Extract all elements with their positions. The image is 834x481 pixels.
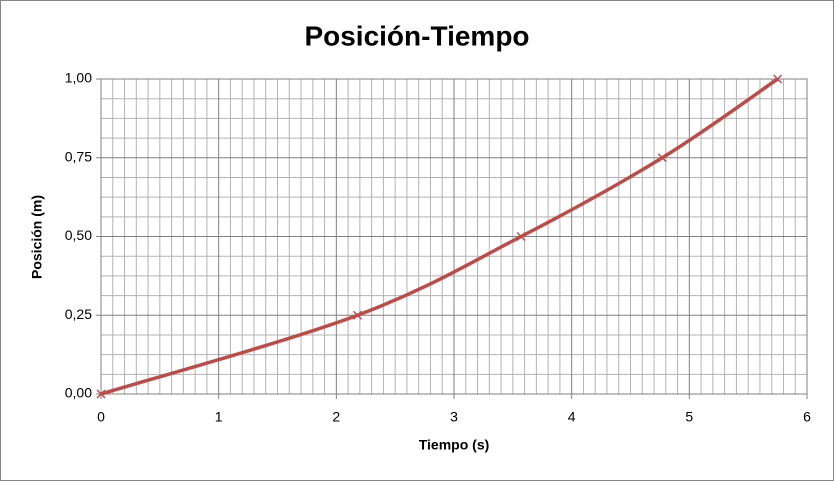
x-tick-label: 3: [450, 409, 458, 425]
x-tick-label: 5: [685, 409, 693, 425]
x-axis-label: Tiempo (s): [419, 437, 490, 453]
x-tick-label: 4: [568, 409, 576, 425]
y-axis-label: Posición (m): [29, 195, 45, 279]
series-line: [100, 77, 779, 396]
x-tick-label: 1: [215, 409, 223, 425]
y-tick-label: 0,75: [65, 148, 92, 164]
y-tick-label: 0,50: [65, 227, 92, 243]
x-tick-label: 2: [332, 409, 340, 425]
x-tick-label: 0: [97, 409, 105, 425]
y-tick-label: 0,00: [65, 385, 92, 401]
point-marker: [96, 389, 106, 399]
plot-border: [100, 78, 808, 395]
y-tick-label: 0,25: [65, 306, 92, 322]
x-tick-label: 6: [803, 409, 811, 425]
chart-title: Posición-Tiempo: [304, 20, 529, 51]
y-tick-label: 1,00: [65, 70, 92, 86]
point-marker: [352, 310, 363, 320]
point-marker: [516, 231, 526, 242]
point-marker: [773, 74, 783, 84]
point-marker: [657, 153, 667, 163]
